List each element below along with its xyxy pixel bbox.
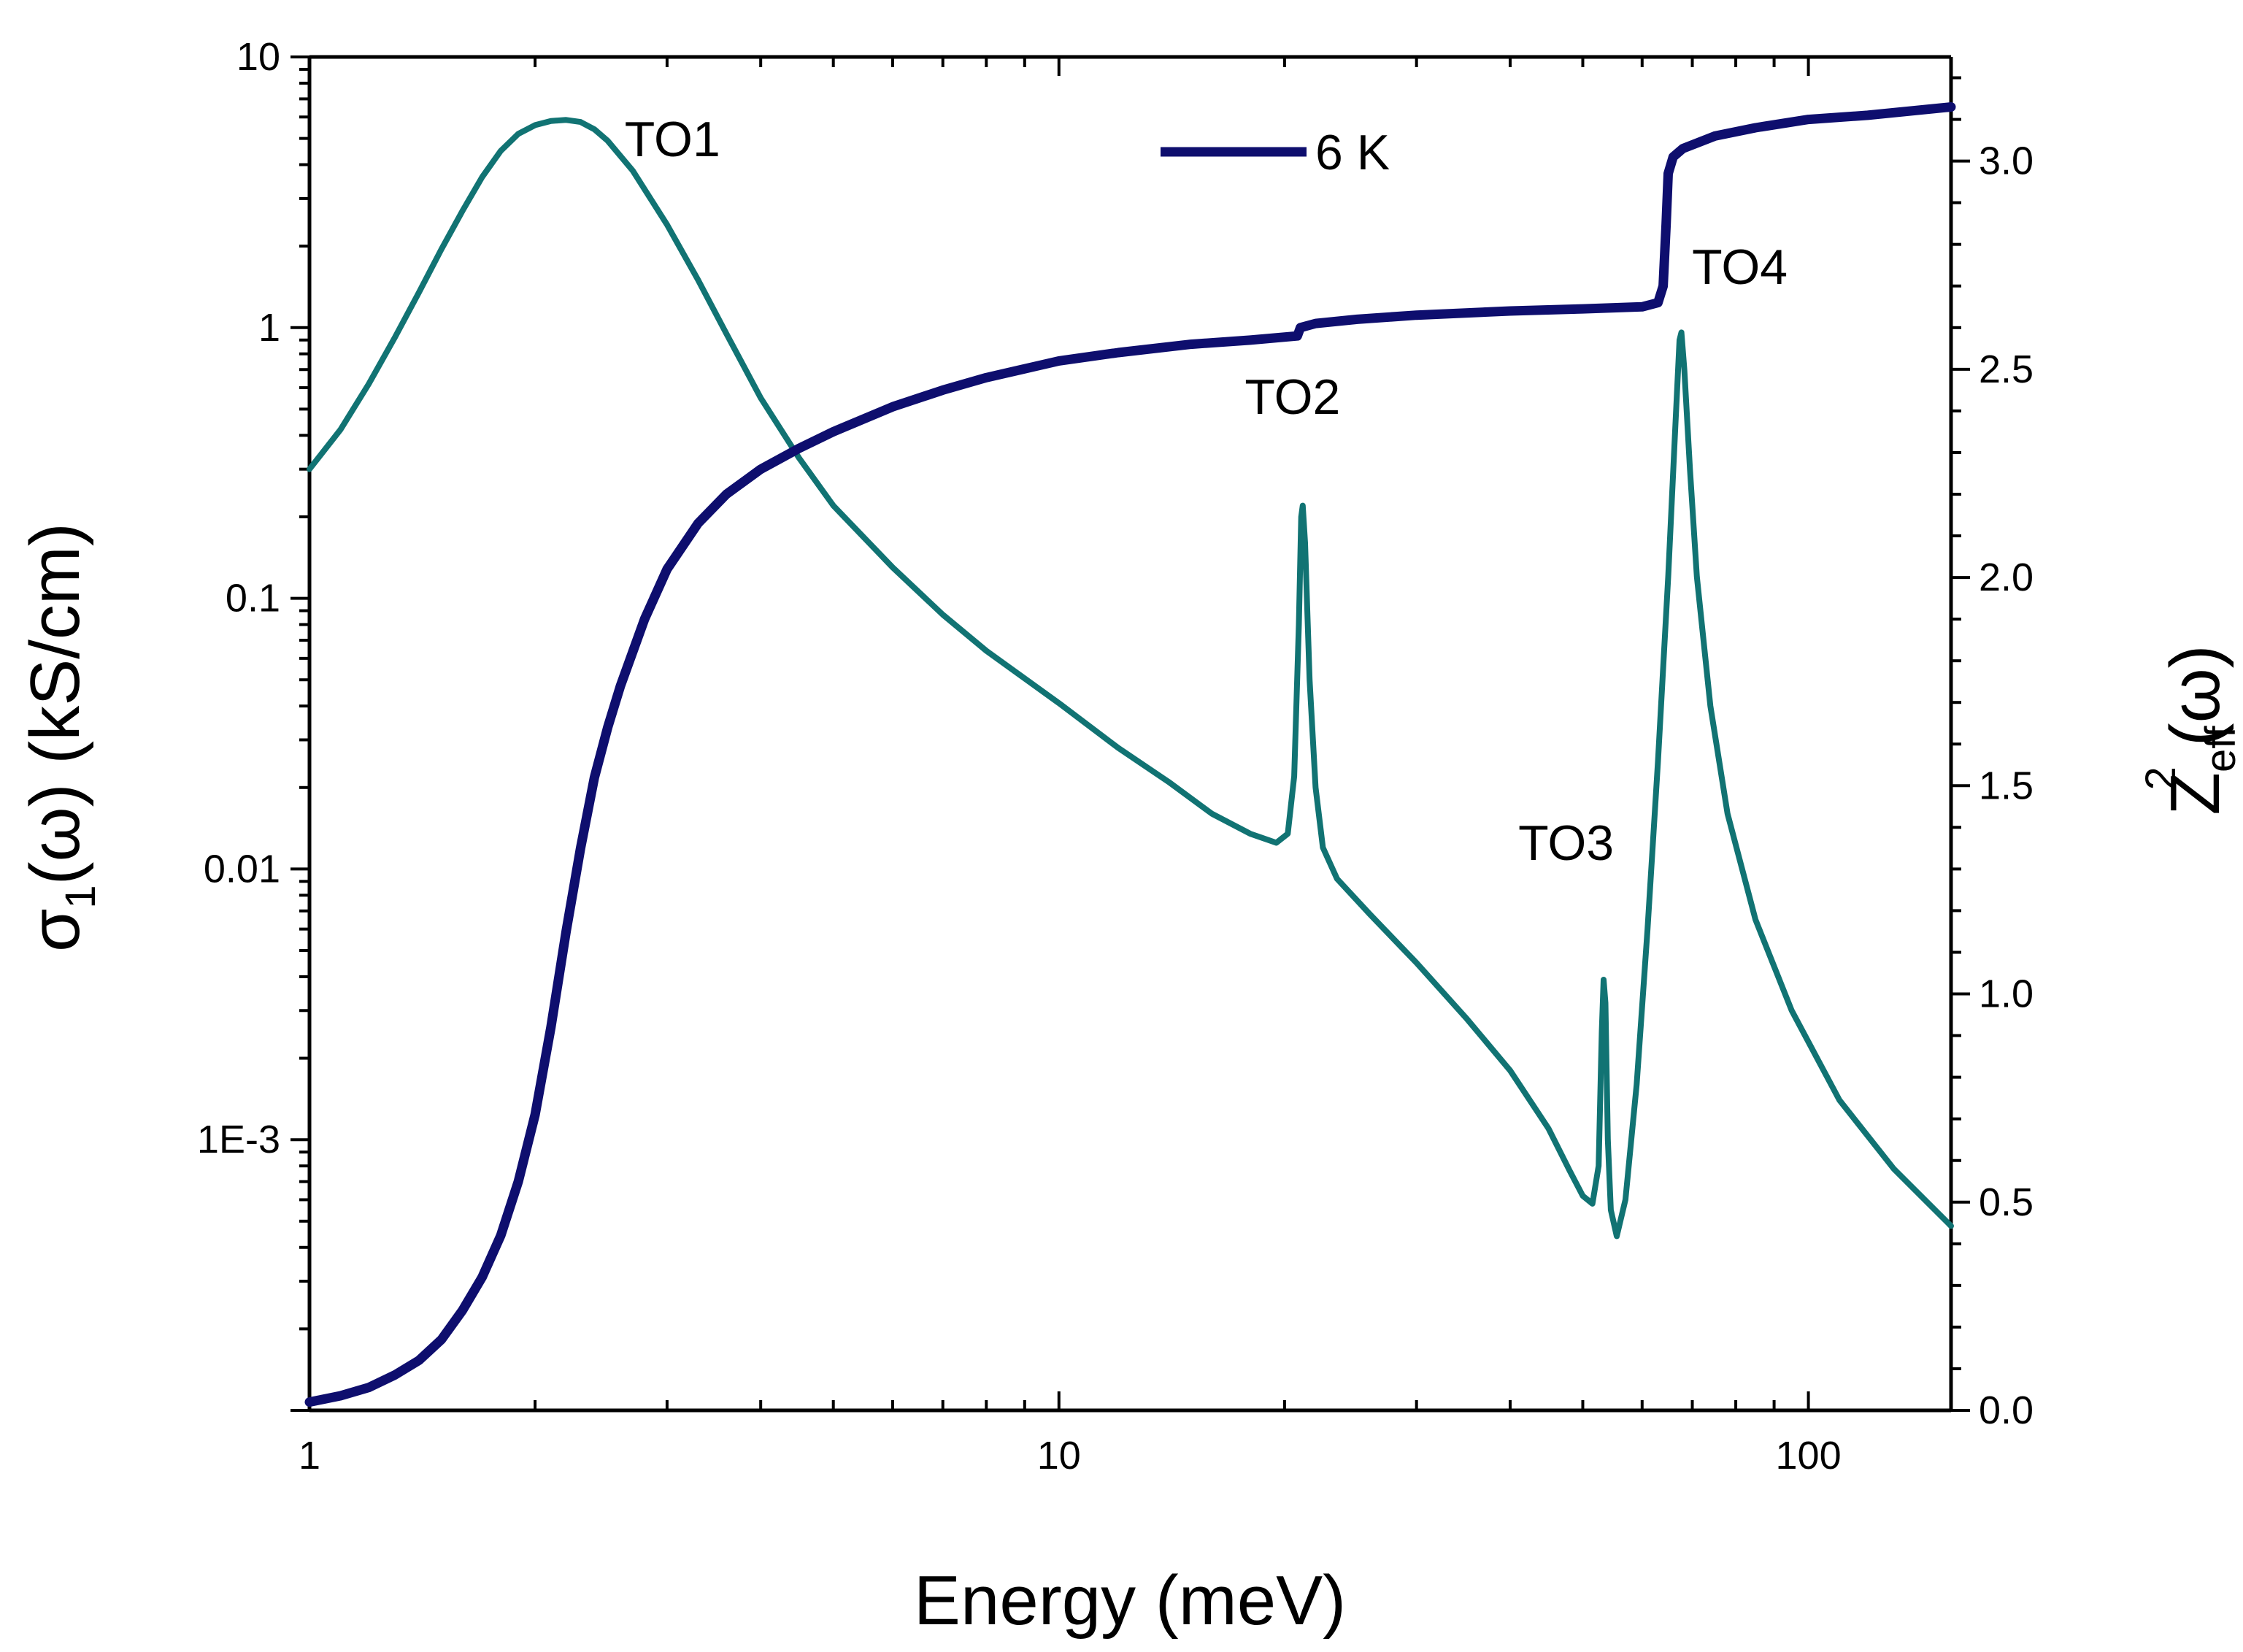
series-layer [304, 102, 1956, 1407]
y-axis-right-title: Zeff 2 (ω) [2137, 645, 2243, 815]
z-subscript: eff [2197, 726, 2243, 772]
y-right-tick-label: 1.0 [1979, 972, 2034, 1016]
x-axis-title: Energy (meV) [914, 1561, 1346, 1640]
sigma-label-rest: (ω) (kS/cm) [16, 523, 94, 885]
x-tick-label: 100 [1776, 1434, 1842, 1478]
legend-label-6k: 6 K [1315, 125, 1390, 180]
z-symbol: Z [2156, 772, 2234, 815]
peak-label-to2: TO2 [1244, 369, 1340, 425]
z-label-rest: (ω) [2156, 645, 2234, 746]
y-right-tick-label: 2.5 [1979, 347, 2034, 391]
y-left-tick-label: 1E-3 [197, 1118, 280, 1161]
x-tick-label: 10 [1037, 1434, 1081, 1478]
sigma-symbol: σ [16, 909, 94, 952]
y-right-tick-label: 1.5 [1979, 764, 2034, 807]
y-right-tick-label: 0.0 [1979, 1388, 2034, 1432]
y-left-tick-label: 10 [236, 35, 280, 79]
peak-label-to4: TO4 [1692, 239, 1788, 295]
y-right-tick-label: 0.5 [1979, 1180, 2034, 1224]
plot-frame [307, 55, 1953, 1413]
ticks [291, 55, 1970, 1412]
legend: 6 K [1161, 125, 1390, 180]
series-6k-line [304, 102, 1956, 1407]
z-superscript: 2 [2137, 767, 2185, 790]
y-right-tick-label: 2.0 [1979, 556, 2034, 599]
series-sigma1-line [307, 117, 1954, 1240]
x-tick-label: 1 [299, 1434, 320, 1478]
peak-label-to1: TO1 [625, 112, 720, 167]
tick-labels: 1 10 100 10 1 0.1 0.01 1E-3 0.0 0.5 1.0 1.5 2.0 2.5 3.… [197, 35, 2034, 1478]
y-axis-left-title: σ1(ω) (kS/cm) [16, 523, 104, 952]
peak-label-to3: TO3 [1518, 815, 1614, 871]
annotations: TO1 TO2 TO3 TO4 [625, 112, 1788, 871]
y-left-tick-label: 0.01 [204, 847, 280, 891]
y-left-tick-label: 1 [258, 306, 280, 350]
sigma-subscript: 1 [57, 885, 104, 908]
y-right-tick-label: 3.0 [1979, 139, 2034, 183]
y-left-tick-label: 0.1 [226, 577, 280, 621]
